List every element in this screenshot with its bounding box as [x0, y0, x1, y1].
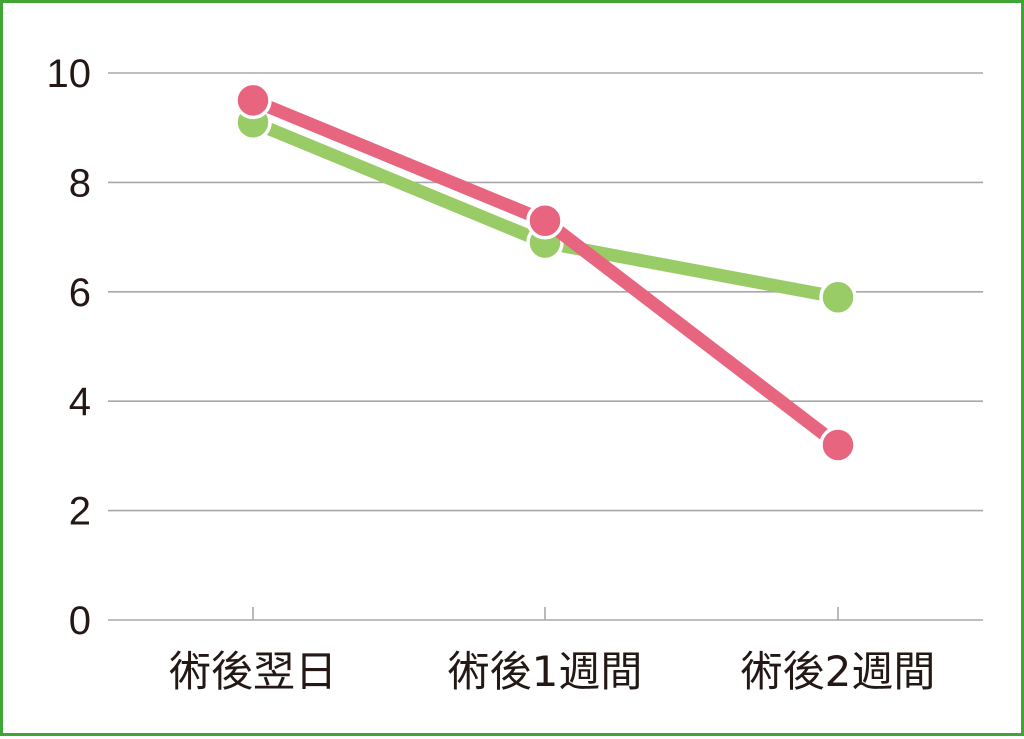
x-tick-label: 術後2週間: [741, 647, 936, 696]
y-tick-label: 2: [69, 490, 91, 534]
y-tick-label: 4: [69, 380, 91, 424]
data-point: [819, 426, 857, 464]
y-tick-label: 10: [47, 52, 92, 96]
y-tick-label: 6: [69, 271, 91, 315]
line-chart: 0 2 4 6 8 10 術後翌日 術後1週間 術後2週間: [47, 52, 983, 696]
x-axis-ticks: 術後翌日 術後1週間 術後2週間: [169, 607, 935, 696]
y-tick-label: 8: [69, 161, 91, 205]
y-axis-ticks: 0 2 4 6 8 10: [47, 52, 92, 643]
data-point: [234, 81, 272, 120]
series-2: [234, 81, 857, 464]
data-point: [526, 201, 564, 240]
x-tick-label: 術後翌日: [169, 647, 337, 696]
y-tick-label: 0: [69, 599, 91, 643]
data-point: [819, 278, 857, 317]
x-tick-label: 術後1週間: [448, 647, 643, 696]
grid-layer: [108, 72, 983, 621]
series-layer: [234, 81, 857, 464]
